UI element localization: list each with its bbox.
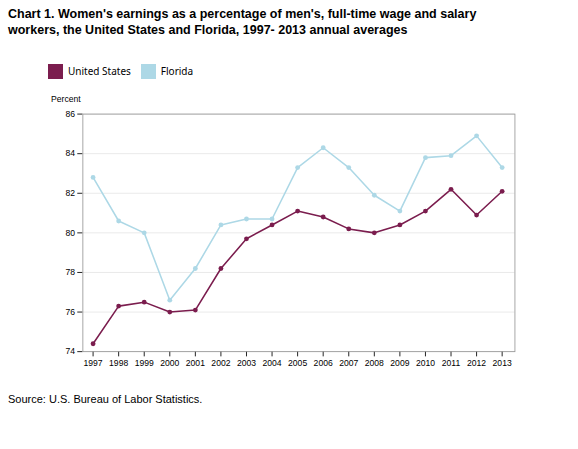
svg-text:1999: 1999: [135, 357, 154, 367]
svg-text:74: 74: [66, 346, 76, 356]
svg-text:2012: 2012: [467, 357, 486, 367]
svg-text:2006: 2006: [314, 357, 333, 367]
svg-text:2011: 2011: [442, 357, 461, 367]
svg-text:2004: 2004: [262, 357, 281, 367]
svg-text:1998: 1998: [109, 357, 128, 367]
svg-text:2008: 2008: [365, 357, 384, 367]
html-text:Florida: Florida: [160, 64, 194, 78]
svg-text:76: 76: [66, 306, 76, 316]
svg-text:80: 80: [66, 227, 76, 237]
svg-text:2001: 2001: [186, 357, 205, 367]
svg-text:Percent: Percent: [51, 94, 81, 104]
svg-text:1997: 1997: [84, 357, 103, 367]
svg-text:86: 86: [66, 108, 76, 118]
svg-text:2005: 2005: [288, 357, 307, 367]
svg-text:84: 84: [66, 148, 76, 158]
svg-text:2010: 2010: [416, 357, 435, 367]
html-text:United States: United States: [68, 64, 131, 78]
svg-text:82: 82: [66, 188, 76, 198]
svg-text:2000: 2000: [160, 357, 179, 367]
svg-text:2009: 2009: [390, 357, 409, 367]
svg-text:2003: 2003: [237, 357, 256, 367]
svg-text:2007: 2007: [339, 357, 358, 367]
svg-text:2002: 2002: [211, 357, 230, 367]
svg-text:78: 78: [66, 267, 76, 277]
html-text:Source: U.S. Bureau of Labor S: Source: U.S. Bureau of Labor Statistics.: [8, 392, 203, 405]
html-text:Chart 1. Women's earnings as a: Chart 1. Women's earnings as a percentag…: [8, 7, 477, 38]
svg-text:2013: 2013: [493, 357, 512, 367]
